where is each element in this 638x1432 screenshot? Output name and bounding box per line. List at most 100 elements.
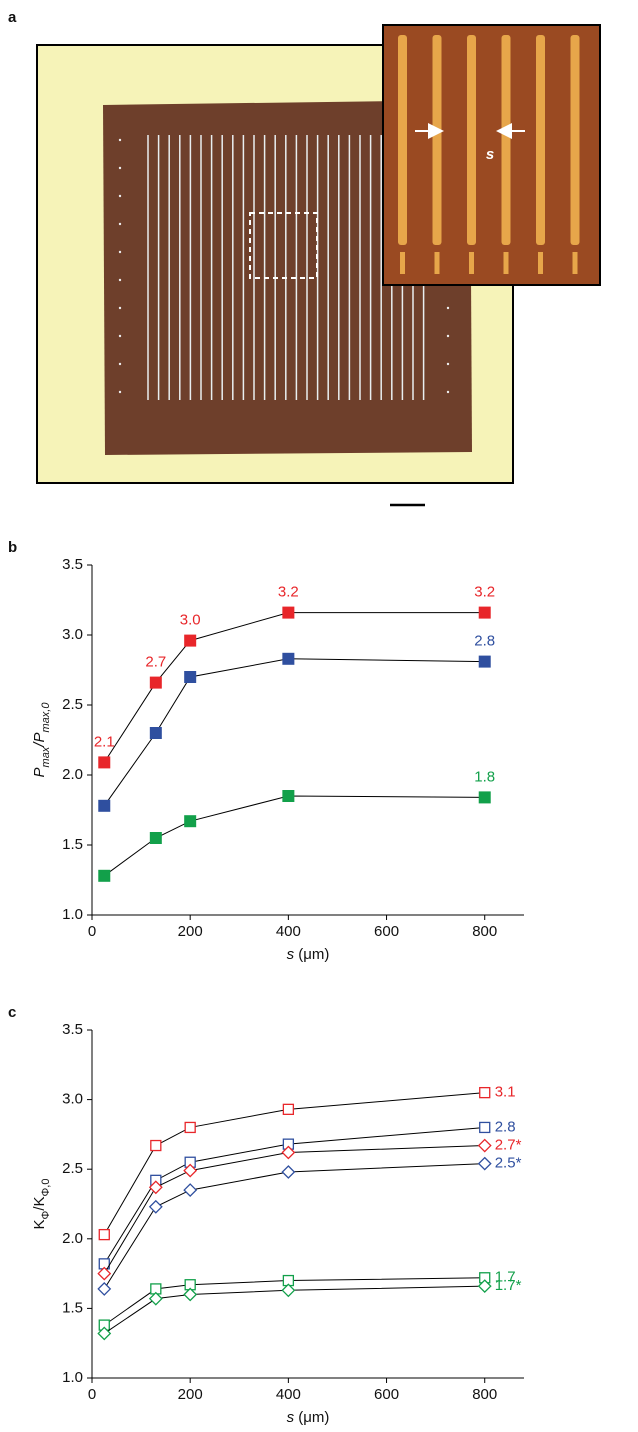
x-tick-label: 0 [88, 923, 96, 940]
inset-label: s [486, 146, 494, 163]
panel-label: b [8, 539, 17, 556]
dot [446, 334, 450, 338]
marker [479, 1121, 491, 1134]
dot [118, 194, 122, 198]
marker [183, 1183, 198, 1197]
marker [478, 791, 491, 804]
y-tick-label: 3.0 [62, 1091, 83, 1108]
value-label: 3.0 [180, 612, 201, 629]
marker [98, 756, 111, 769]
marker [183, 1163, 198, 1178]
marker [281, 1145, 296, 1160]
value-label: 3.2 [474, 584, 495, 601]
axis-label: s (μm) [287, 946, 330, 963]
value-label: 3.1 [495, 1084, 516, 1101]
value-label: 2.7* [495, 1137, 522, 1154]
axis-label-part: s [287, 946, 295, 963]
axis-label-part: max,0 [40, 702, 52, 733]
y-tick-label: 3.5 [62, 1021, 83, 1038]
dot [118, 278, 122, 282]
axis-label-part: (μm) [294, 946, 329, 963]
marker [477, 1138, 492, 1153]
marker [98, 869, 111, 882]
axis-label: s (μm) [287, 1409, 330, 1426]
marker [148, 1291, 163, 1306]
marker [477, 1279, 492, 1294]
x-tick-label: 200 [178, 923, 203, 940]
y-tick-label: 2.0 [62, 766, 83, 783]
panel-label: a [8, 9, 17, 26]
marker [150, 1139, 162, 1152]
marker [282, 652, 295, 665]
marker [184, 671, 197, 683]
x-tick-label: 0 [88, 1386, 96, 1403]
y-tick-label: 3.5 [62, 556, 83, 573]
y-tick-label: 2.5 [62, 696, 83, 713]
axis-label-part: (μm) [294, 1409, 329, 1426]
marker [478, 655, 491, 668]
inset-pad [538, 252, 543, 274]
zoom-box [249, 212, 318, 279]
marker [149, 832, 162, 844]
dot [118, 334, 122, 338]
y-tick-label: 2.5 [62, 1160, 83, 1177]
marker [478, 606, 491, 619]
value-label: 3.2 [278, 584, 299, 601]
inset-bar [570, 35, 580, 245]
marker [281, 1165, 296, 1179]
dot [118, 250, 122, 254]
marker [149, 727, 162, 739]
marker [97, 1326, 112, 1341]
inset-bars [398, 35, 580, 274]
marker [479, 1086, 491, 1099]
value-label: 1.7* [495, 1277, 522, 1294]
axis-label-part: Φ [40, 1210, 52, 1219]
marker [97, 1281, 112, 1296]
value-label: 1.8 [474, 768, 495, 785]
inset-bar [398, 35, 407, 245]
axis-label: Pmax/Pmax,0 [31, 702, 52, 778]
dot [118, 306, 122, 310]
axis-label: KΦ/KΦ,0 [31, 1179, 52, 1230]
inset-bar [432, 35, 442, 245]
axis-label-part: /K [31, 1196, 48, 1210]
axis-label-part: max [40, 746, 52, 767]
inset [382, 24, 601, 286]
marker [98, 1228, 110, 1241]
x-tick-label: 800 [472, 1386, 497, 1403]
y-tick-label: 1.5 [62, 1299, 83, 1316]
marker [148, 1180, 163, 1195]
x-tick-label: 800 [472, 923, 497, 940]
inset-bar [501, 35, 511, 245]
value-label: 2.1 [94, 733, 115, 750]
value-label: 2.5* [495, 1155, 522, 1172]
marker [98, 799, 111, 812]
dot [446, 362, 450, 366]
inset-pad [572, 252, 578, 274]
x-tick-label: 400 [276, 1386, 301, 1403]
dot [446, 390, 450, 394]
x-tick-label: 200 [178, 1386, 203, 1403]
y-tick-label: 2.0 [62, 1230, 83, 1247]
marker [282, 1103, 295, 1115]
marker [477, 1156, 492, 1171]
marker [281, 1283, 296, 1298]
panel-label: c [8, 1004, 16, 1021]
axis-label-part: Φ,0 [40, 1179, 52, 1197]
y-tick-label: 1.0 [62, 906, 83, 923]
dot [118, 390, 122, 394]
inset-pad [434, 252, 440, 274]
x-tick-label: 400 [276, 923, 301, 940]
y-tick-label: 1.0 [62, 1369, 83, 1386]
inset-pad [469, 252, 474, 274]
device [103, 100, 472, 455]
x-tick-label: 600 [374, 923, 399, 940]
axis-label-part: K [31, 1219, 48, 1229]
marker [184, 815, 197, 828]
inset-bar [467, 35, 476, 245]
marker [282, 790, 295, 802]
series-line [103, 1092, 485, 1235]
dot [118, 138, 122, 142]
dot [118, 362, 122, 366]
marker [184, 634, 197, 647]
